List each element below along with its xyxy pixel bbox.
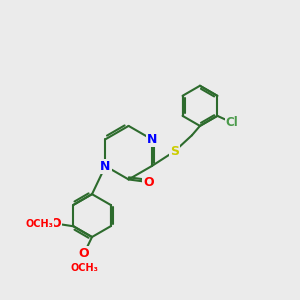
Text: S: S [170,145,179,158]
Text: O: O [51,217,62,230]
Text: O: O [79,247,89,260]
Text: OCH₃: OCH₃ [26,219,53,229]
Text: N: N [100,160,111,172]
Text: N: N [147,133,157,146]
Text: Cl: Cl [226,116,238,129]
Text: OCH₃: OCH₃ [70,263,98,273]
Text: O: O [143,176,154,189]
